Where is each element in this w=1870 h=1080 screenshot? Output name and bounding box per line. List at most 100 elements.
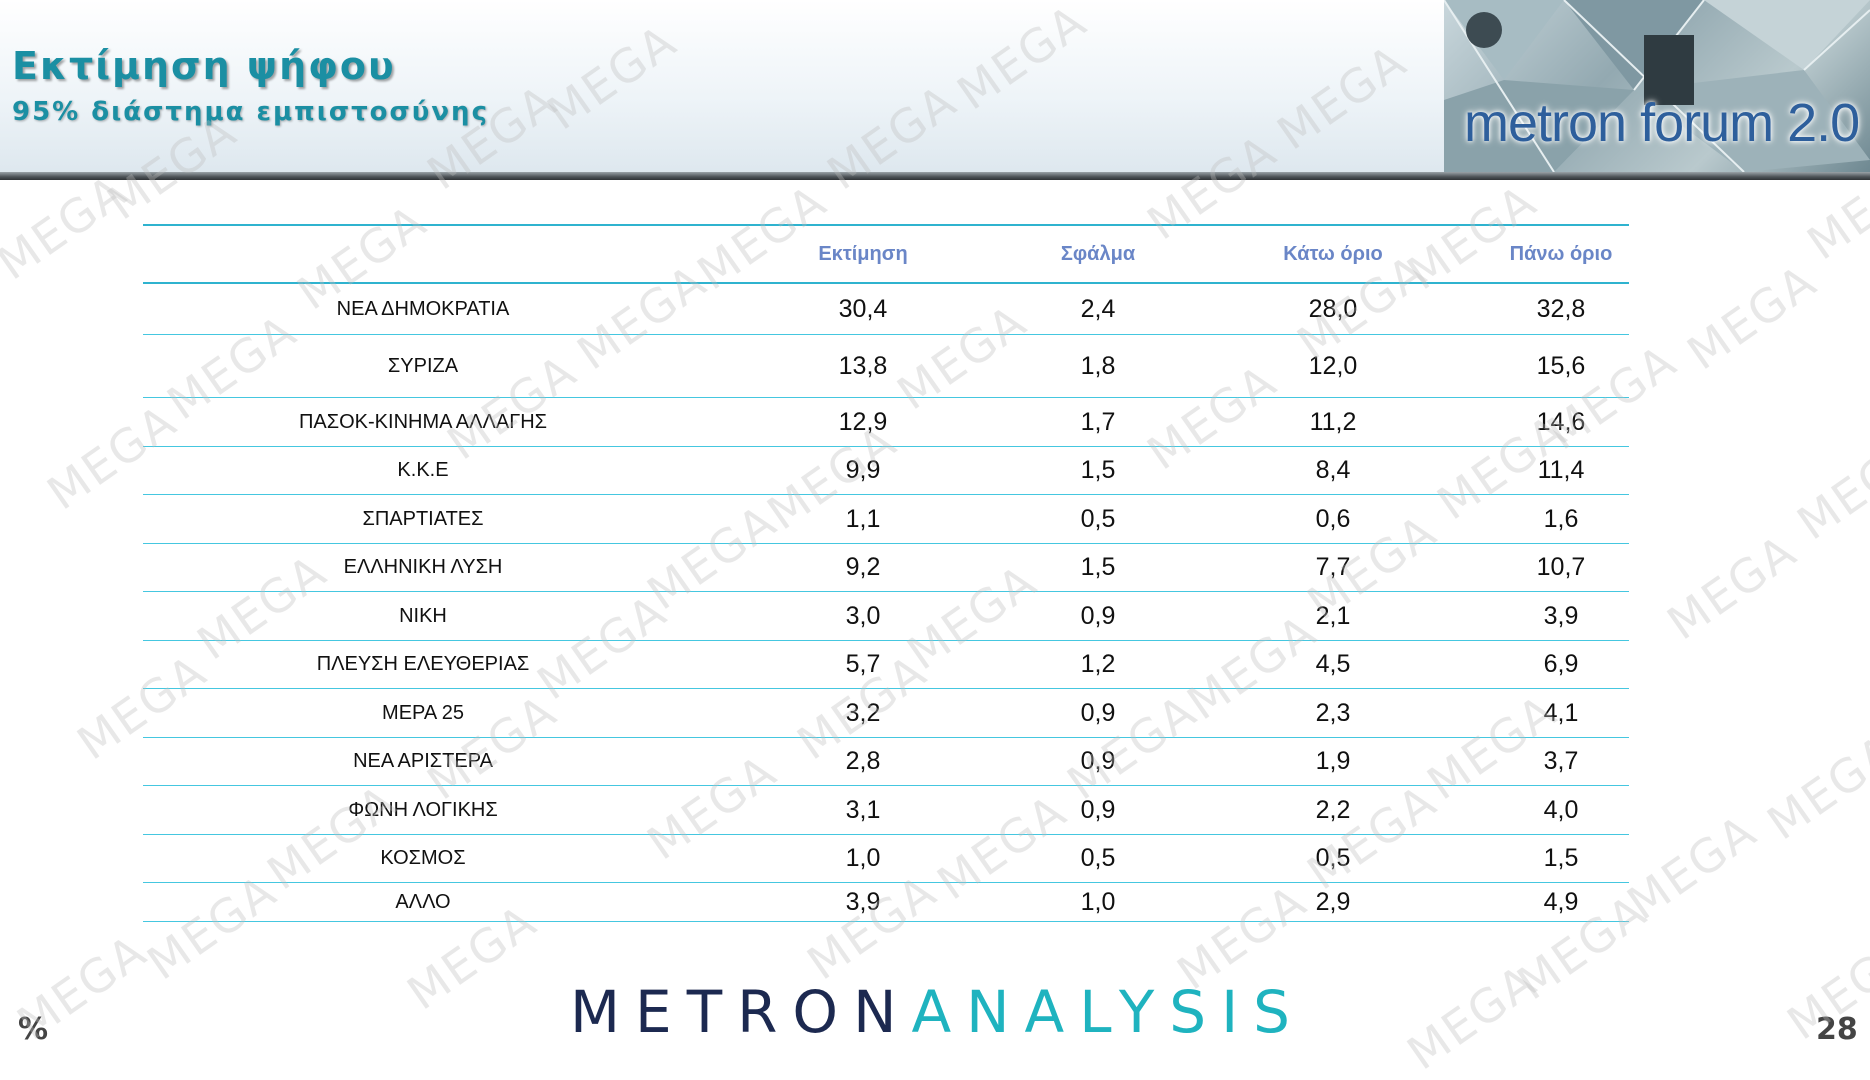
table-row: ΝΕΑ ΑΡΙΣΤΕΡΑ 2,8 0,9 1,9 3,7: [143, 738, 1629, 786]
error-value: 1,5: [1080, 553, 1116, 581]
estimate-value: 9,2: [845, 553, 881, 581]
error-value: 1,0: [1080, 887, 1116, 916]
slide-subtitle: 95% διάστημα εμπιστοσύνης: [12, 97, 489, 127]
error-value: 2,4: [1080, 294, 1116, 323]
watermark: MEGA: [1657, 523, 1807, 651]
lower-value: 2,9: [1315, 887, 1351, 916]
unit-symbol: %: [18, 1012, 49, 1047]
upper-value: 32,8: [1536, 294, 1586, 323]
header-upper: Πάνω όριο: [1509, 242, 1613, 265]
estimate-value: 12,9: [838, 407, 888, 436]
page-number: 28: [1816, 1012, 1858, 1047]
lower-value: 1,9: [1315, 747, 1351, 775]
lower-value: 0,6: [1315, 504, 1351, 533]
table-row: ΦΩΝΗ ΛΟΓΙΚΗΣ 3,1 0,9 2,2 4,0: [143, 786, 1629, 835]
error-value: 1,7: [1080, 407, 1116, 436]
party-name: Κ.Κ.Ε: [397, 459, 449, 481]
estimate-value: 3,0: [845, 601, 881, 630]
lower-value: 12,0: [1308, 351, 1358, 380]
lower-value: 2,3: [1315, 698, 1351, 727]
upper-value: 4,9: [1543, 887, 1579, 916]
upper-value: 4,1: [1543, 698, 1579, 727]
logo-part-analysis: ANALYSIS: [911, 978, 1305, 1046]
party-name: ΣΠΑΡΤΙΑΤΕΣ: [362, 507, 484, 530]
party-name: ΠΑΣΟΚ-ΚΙΝΗΜΑ ΑΛΛΑΓΗΣ: [298, 410, 548, 433]
estimate-value: 3,1: [845, 795, 881, 824]
upper-value: 4,0: [1543, 795, 1579, 824]
estimate-value: 2,8: [845, 747, 881, 775]
watermark: MEGA: [1397, 953, 1547, 1080]
table-top-rule: [143, 224, 1629, 226]
upper-value: 11,4: [1537, 456, 1585, 484]
header-error: Σφάλμα: [1060, 242, 1136, 265]
estimate-value: 30,4: [838, 294, 888, 323]
upper-value: 3,9: [1543, 601, 1579, 630]
party-name: ΦΩΝΗ ΛΟΓΙΚΗΣ: [348, 798, 498, 821]
table-header-row: Εκτίμηση Σφάλμα Κάτω όριο Πάνω όριο: [143, 226, 1629, 284]
banner-geometric-image: [1444, 0, 1870, 172]
table-row: ΣΥΡΙΖΑ 13,8 1,8 12,0 15,6: [143, 335, 1629, 398]
watermark: MEGA: [1787, 423, 1870, 551]
error-value: 0,5: [1080, 844, 1116, 872]
table-row: Κ.Κ.Ε 9,9 1,5 8,4 11,4: [143, 447, 1629, 495]
table-row: ΕΛΛΗΝΙΚΗ ΛΥΣΗ 9,2 1,5 7,7 10,7: [143, 544, 1629, 592]
table-row: ΜΕΡΑ 25 3,2 0,9 2,3 4,1: [143, 689, 1629, 738]
lower-value: 7,7: [1315, 553, 1351, 581]
estimate-value: 3,9: [845, 887, 881, 916]
upper-value: 3,7: [1543, 747, 1579, 775]
estimate-value: 3,2: [845, 698, 881, 727]
vote-estimate-table: Εκτίμηση Σφάλμα Κάτω όριο Πάνω όριο ΝΕΑ …: [143, 224, 1629, 922]
table-row: ΝΕΑ ΔΗΜΟΚΡΑΤΙΑ 30,4 2,4 28,0 32,8: [143, 284, 1629, 335]
table-row: ΚΟΣΜΟΣ 1,0 0,5 0,5 1,5: [143, 835, 1629, 883]
lower-value: 8,4: [1315, 456, 1351, 484]
metron-analysis-logo: METRONANALYSIS: [570, 978, 1305, 1046]
upper-value: 1,5: [1543, 844, 1579, 872]
party-name: ΝΕΑ ΔΗΜΟΚΡΑΤΙΑ: [336, 297, 510, 320]
error-value: 0,5: [1080, 504, 1116, 533]
upper-value: 1,6: [1543, 504, 1579, 533]
error-value: 0,9: [1080, 747, 1116, 775]
watermark: MEGA: [1757, 723, 1870, 851]
metron-forum-banner: metron forum 2.0: [1444, 0, 1870, 172]
header-estimate: Εκτίμηση: [818, 242, 908, 265]
table-row: ΝΙΚΗ 3,0 0,9 2,1 3,9: [143, 592, 1629, 641]
header-divider: [0, 172, 1870, 180]
lower-value: 2,1: [1315, 601, 1351, 630]
error-value: 1,2: [1080, 650, 1116, 678]
party-name: ΝΙΚΗ: [399, 604, 447, 627]
estimate-value: 5,7: [845, 650, 881, 678]
upper-value: 14,6: [1536, 407, 1586, 436]
banner-text: metron forum 2.0: [1464, 93, 1860, 153]
upper-value: 6,9: [1543, 650, 1579, 678]
watermark: MEGA: [1677, 253, 1827, 381]
table-row: ΠΛΕΥΣΗ ΕΛΕΥΘΕΡΙΑΣ 5,7 1,2 4,5 6,9: [143, 641, 1629, 689]
upper-value: 10,7: [1536, 553, 1586, 581]
estimate-value: 13,8: [838, 351, 888, 380]
error-value: 0,9: [1080, 795, 1116, 824]
estimate-value: 1,0: [845, 844, 881, 872]
slide-title: Εκτίμηση ψήφου: [12, 44, 396, 88]
error-value: 1,5: [1080, 456, 1116, 484]
party-name: ΣΥΡΙΖΑ: [387, 354, 459, 377]
lower-value: 0,5: [1315, 844, 1351, 872]
logo-part-metron: METRON: [570, 978, 912, 1046]
error-value: 0,9: [1080, 698, 1116, 727]
error-value: 1,8: [1080, 351, 1116, 380]
lower-value: 28,0: [1308, 294, 1358, 323]
watermark: MEGA: [1617, 803, 1767, 931]
table-row: ΣΠΑΡΤΙΑΤΕΣ 1,1 0,5 0,6 1,6: [143, 495, 1629, 544]
lower-value: 2,2: [1315, 795, 1351, 824]
header-lower: Κάτω όριο: [1283, 242, 1383, 265]
party-name: ΠΛΕΥΣΗ ΕΛΕΥΘΕΡΙΑΣ: [316, 653, 530, 675]
estimate-value: 9,9: [845, 456, 881, 484]
party-name: ΕΛΛΗΝΙΚΗ ΛΥΣΗ: [343, 556, 503, 578]
table-row: ΑΛΛΟ 3,9 1,0 2,9 4,9: [143, 883, 1629, 922]
party-name: ΑΛΛΟ: [395, 890, 451, 913]
table-row: ΠΑΣΟΚ-ΚΙΝΗΜΑ ΑΛΛΑΓΗΣ 12,9 1,7 11,2 14,6: [143, 398, 1629, 447]
lower-value: 4,5: [1315, 650, 1351, 678]
lower-value: 11,2: [1309, 407, 1357, 436]
party-name: ΜΕΡΑ 25: [382, 701, 464, 724]
party-name: ΚΟΣΜΟΣ: [380, 847, 466, 869]
error-value: 0,9: [1080, 601, 1116, 630]
watermark: MEGA: [0, 163, 137, 291]
